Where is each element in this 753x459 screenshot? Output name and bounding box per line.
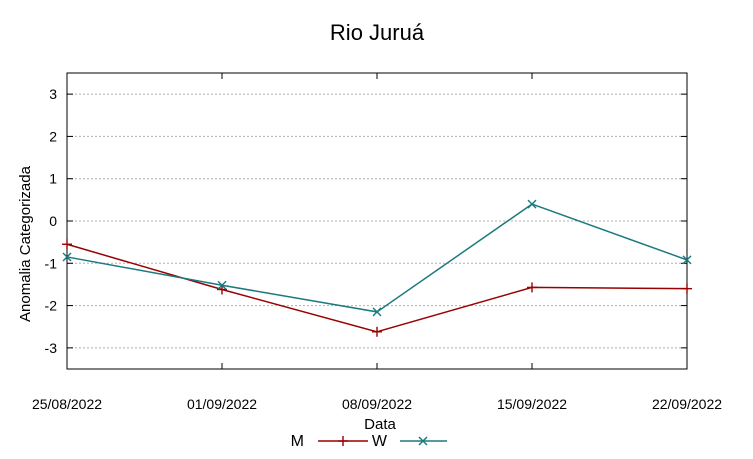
legend-marker-w bbox=[418, 436, 428, 446]
y-tick-label: -2 bbox=[45, 298, 58, 314]
y-axis-label: Anomalia Categorizada bbox=[17, 165, 34, 322]
chart-title: Rio Juruá bbox=[330, 20, 425, 45]
y-tick-label: 1 bbox=[49, 171, 57, 187]
legend-label-m: M bbox=[291, 433, 304, 450]
series-line-w bbox=[66, 203, 688, 313]
x-tick-label: 01/09/2022 bbox=[187, 396, 257, 412]
x-tick-label: 08/09/2022 bbox=[342, 396, 412, 412]
data-point-w bbox=[682, 255, 692, 265]
x-tick-label: 22/09/2022 bbox=[652, 396, 722, 412]
data-point-w bbox=[527, 199, 537, 209]
legend-label-w: W bbox=[372, 433, 388, 450]
series-line-m bbox=[66, 243, 688, 333]
legend-marker-w bbox=[418, 436, 428, 446]
grid-layer bbox=[67, 93, 687, 349]
y-tick-label: 3 bbox=[49, 86, 57, 102]
axis-layer bbox=[66, 72, 688, 370]
series-layer bbox=[62, 199, 692, 337]
legend-marker-m bbox=[338, 436, 348, 446]
x-axis-label: Data bbox=[364, 416, 396, 433]
y-tick-label: 2 bbox=[49, 128, 57, 144]
y-tick-label: 0 bbox=[49, 213, 57, 229]
legend: M W bbox=[291, 433, 447, 450]
x-tick-label: 15/09/2022 bbox=[497, 396, 567, 412]
y-tick-label: -3 bbox=[45, 340, 58, 356]
y-tick-label: -1 bbox=[45, 255, 58, 271]
data-point-w bbox=[217, 280, 227, 290]
plot-frame bbox=[66, 72, 688, 370]
data-point-w bbox=[372, 307, 382, 317]
tick-label-layer: 3 2 1 0 -1 -2 -3 25/08/2022 01/09/2022 08/09/2022… bbox=[32, 86, 722, 412]
x-tick-label: 25/08/2022 bbox=[32, 396, 102, 412]
data-point-w bbox=[62, 252, 72, 262]
